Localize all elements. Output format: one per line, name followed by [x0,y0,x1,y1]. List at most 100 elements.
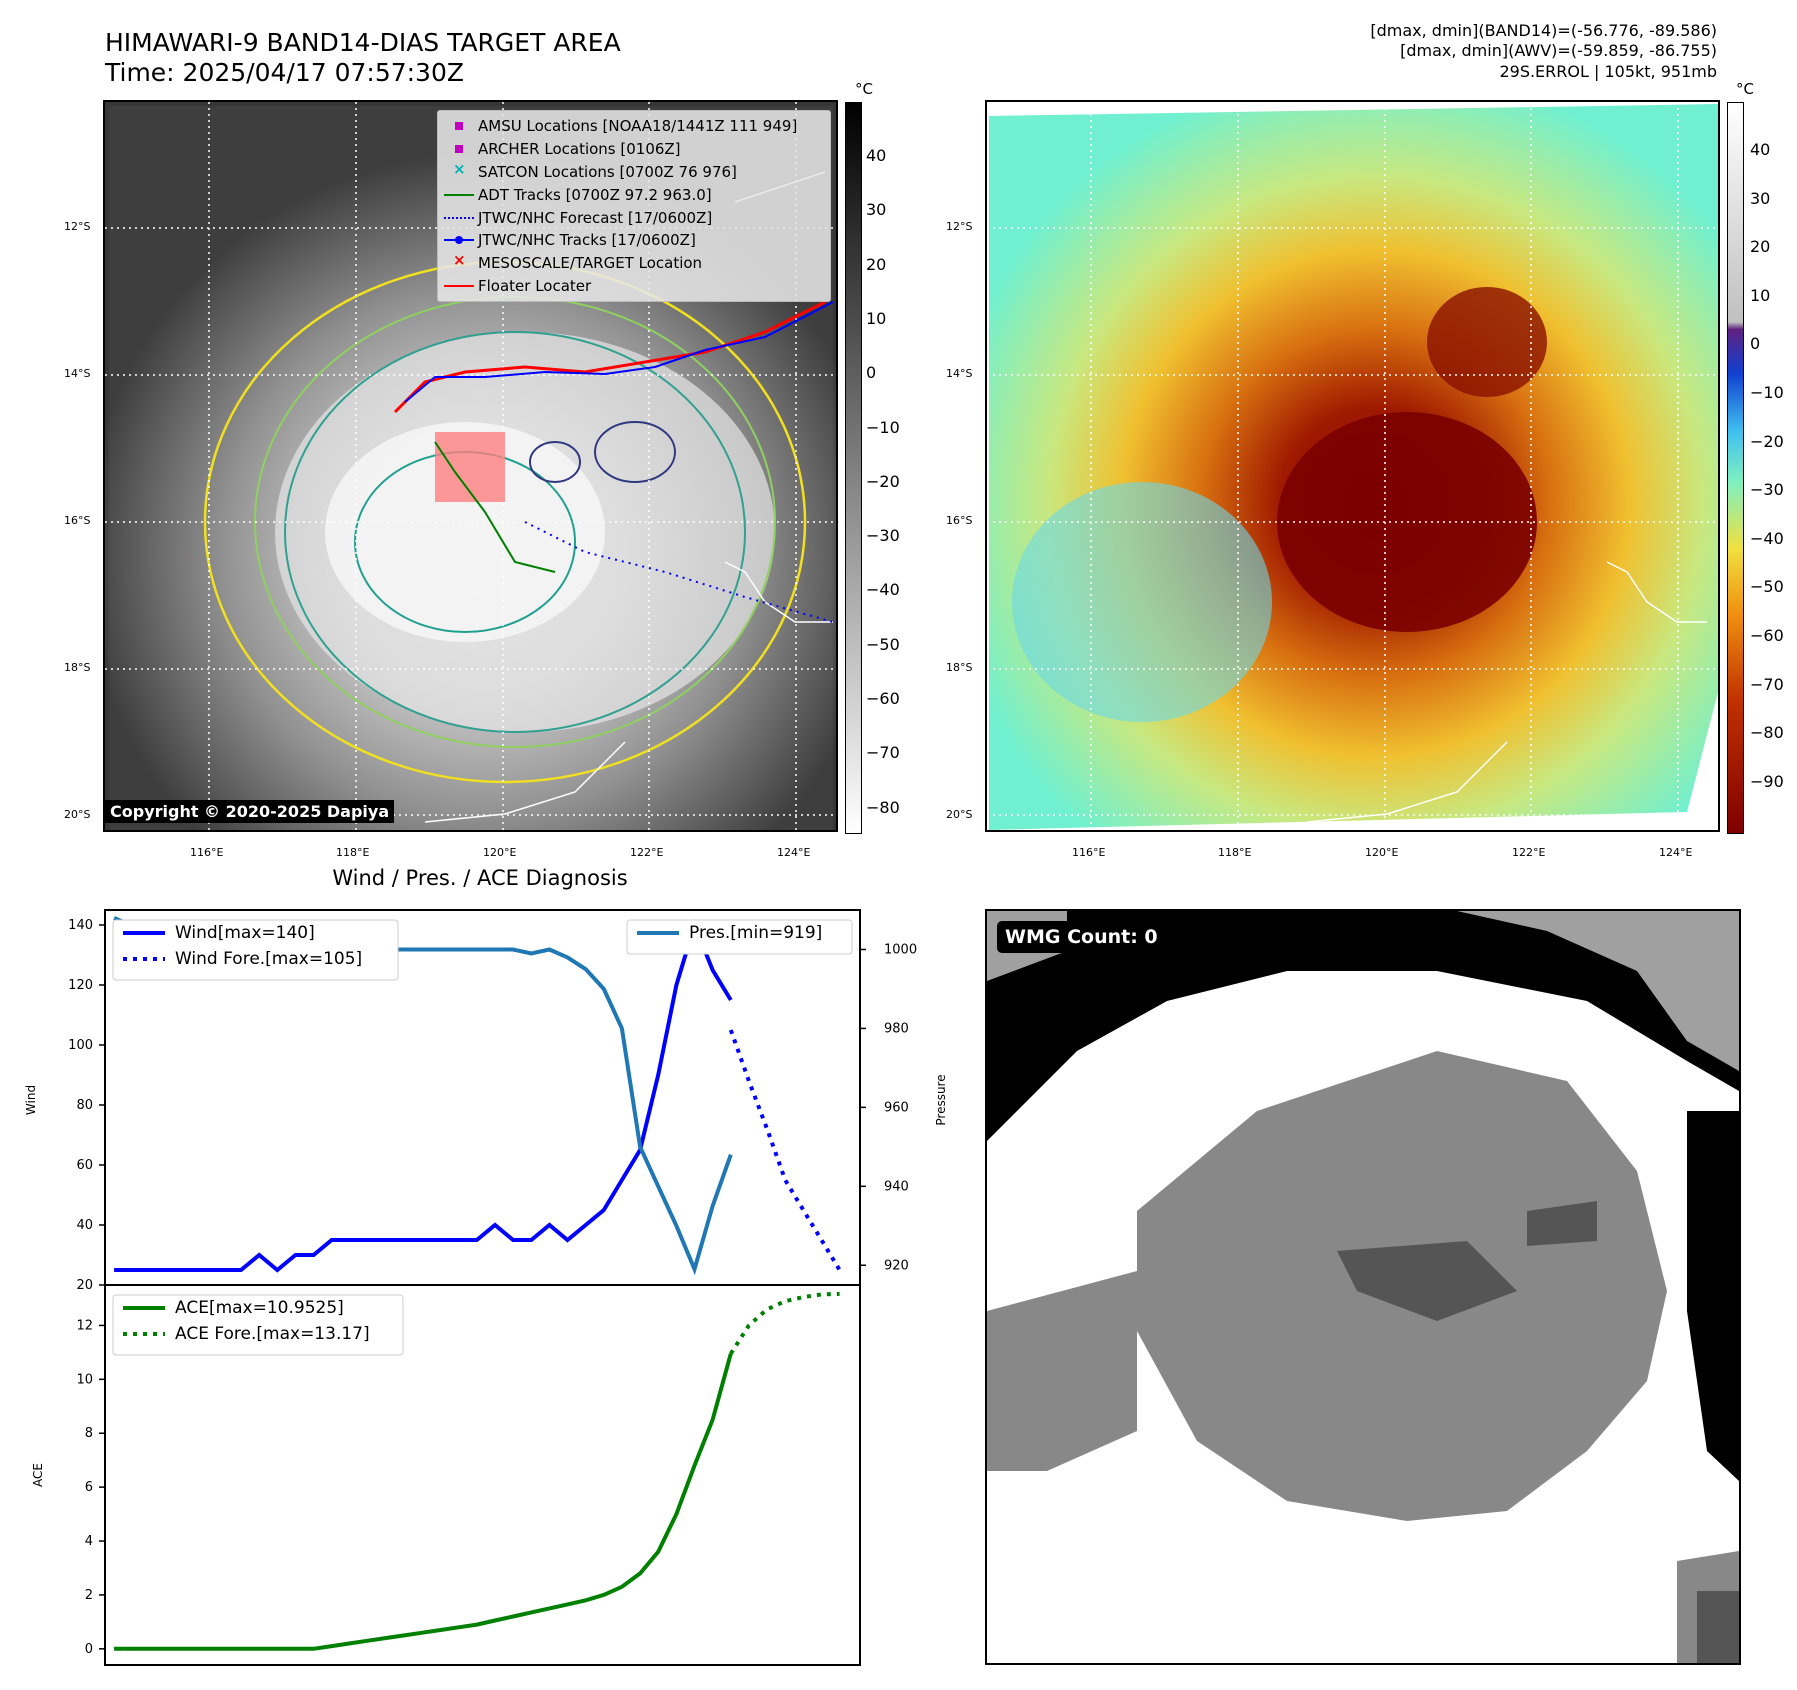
ace-legend-label: ACE[max=10.9525] [175,1298,344,1318]
colorbar-tick: −90 [1750,771,1784,791]
legend-label: SATCON Locations [0700Z 76 976] [478,162,737,181]
y2-tick-label: 960 [884,1100,909,1115]
lon-label: 120°E [1365,846,1399,859]
legend-label: Floater Locater [478,276,592,295]
lon-label: 118°E [336,846,370,859]
ace-plot-frame [104,1284,861,1666]
colorbar-tick: −10 [866,417,900,437]
lat-label: 18°S [64,661,91,674]
y-tick-label: 40 [76,1218,93,1233]
y-tick-label: 80 [76,1098,93,1113]
colorbar-tick: −60 [1750,626,1784,645]
lon-label: 118°E [1218,846,1252,859]
lat-label: 14°S [64,367,91,380]
lon-label: 116°E [1072,846,1106,859]
y-tick-label: 100 [68,1038,93,1053]
legend-symbol [438,140,478,158]
wind-axis-label: Wind [24,1085,38,1115]
legend-symbol [438,277,478,295]
legend-label: ADT Tracks [0700Z 97.2 963.0] [478,185,712,204]
pressure-axis-label: Pressure [934,1074,948,1125]
y-tick-label: 4 [85,1534,93,1549]
lat-label: 16°S [64,514,91,527]
ace-line [114,1353,733,1651]
wind-legend-label: Wind Fore.[max=105] [175,949,362,969]
wmg-panel: WMG Count: 0 [985,909,1741,1665]
lat-label: 20°S [946,808,973,821]
colorbar-tick: −80 [1750,723,1784,743]
legend-entry: × SATCON Locations [0700Z 76 976] [438,159,830,184]
lat-label: 12°S [64,220,91,233]
colorbar-tick: 10 [866,308,887,328]
copyright-label: Copyright © 2020-2025 Dapiya [105,800,395,823]
legend-symbol [438,209,478,227]
legend-symbol [438,186,478,204]
legend-entry: JTWC/NHC Tracks [17/0600Z] [438,229,830,252]
figure-title: HIMAWARI-9 BAND14-DIAS TARGET AREA [105,28,621,57]
colorbar-tick: −30 [866,526,900,546]
y-tick-label: 12 [76,1318,93,1333]
colorbar-tick: 20 [1750,237,1771,257]
legend-label: AMSU Locations [NOAA18/1441Z 111 949] [478,117,798,136]
colorbar-tick: 40 [866,146,887,165]
lat-label: 18°S [946,661,973,674]
ir-gray-map: Copyright © 2020-2025 Dapiya AMSU Locati… [103,100,838,832]
figure-time: Time: 2025/04/17 07:57:30Z [105,58,464,87]
ace-forecast-line [729,1291,840,1355]
ace-legend [112,1294,404,1356]
y-tick-label: 2 [85,1588,93,1603]
y-tick-label: 20 [76,1278,93,1293]
ace-axis-label: ACE [31,1463,45,1487]
colorbar-tick: 30 [866,200,887,220]
lat-label: 14°S [946,367,973,380]
colorbar-tick: −80 [866,797,900,817]
color-colorbar-unit: °C [1736,80,1754,98]
color-colorbar [1727,102,1744,834]
lat-label: 16°S [946,514,973,527]
y2-tick-label: 940 [884,1179,909,1194]
pressure-legend-label: Pres.[min=919] [689,923,822,943]
legend-entry: Floater Locater [438,275,830,298]
legend-label: ARCHER Locations [0106Z] [478,140,681,159]
legend-symbol [438,231,478,249]
colorbar-tick: −50 [1750,577,1784,597]
ir-color-image [987,102,1718,830]
colorbar-tick: −70 [866,743,900,763]
legend-entry: ARCHER Locations [0106Z] [438,138,830,161]
colorbar-tick: −40 [866,580,900,600]
y-tick-label: 10 [76,1372,93,1387]
colorbar-tick: −40 [1750,528,1784,548]
ir-color-map [985,100,1720,832]
colorbar-tick: −50 [866,634,900,654]
colorbar-tick: −20 [1750,431,1784,451]
colorbar-tick: −30 [1750,480,1784,500]
wmg-image [987,911,1739,1663]
y-tick-label: 120 [68,978,93,993]
colorbar-tick: −60 [866,689,900,708]
y2-tick-label: 1000 [884,942,917,957]
lon-label: 122°E [630,846,664,859]
ace-legend-label: ACE Fore.[max=13.17] [175,1324,370,1344]
meta-band14: [dmax, dmin](BAND14)=(-56.776, -89.586) [1370,21,1717,40]
wind-line [114,918,733,1273]
legend-label: JTWC/NHC Tracks [17/0600Z] [478,231,696,250]
lon-label: 116°E [190,846,224,859]
legend-symbol: × [453,159,466,178]
y-tick-label: 8 [85,1426,93,1441]
y-tick-label: 6 [85,1480,93,1495]
wind-forecast-line [728,1029,842,1272]
map-legend: AMSU Locations [NOAA18/1441Z 111 949] ARC… [437,110,831,303]
lon-label: 120°E [483,846,517,859]
colorbar-tick: 30 [1750,188,1771,208]
legend-label: MESOSCALE/TARGET Location [478,254,703,273]
colorbar-tick: −70 [1750,674,1784,694]
y2-tick-label: 980 [884,1021,909,1036]
colorbar-tick: 20 [866,254,887,274]
colorbar-tick: 0 [866,363,877,383]
y-tick-label: 0 [85,1642,93,1657]
legend-symbol: × [453,251,466,270]
colorbar-tick: 40 [1750,140,1771,159]
y-tick-label: 140 [68,918,93,933]
legend-label: JTWC/NHC Forecast [17/0600Z] [478,208,713,227]
